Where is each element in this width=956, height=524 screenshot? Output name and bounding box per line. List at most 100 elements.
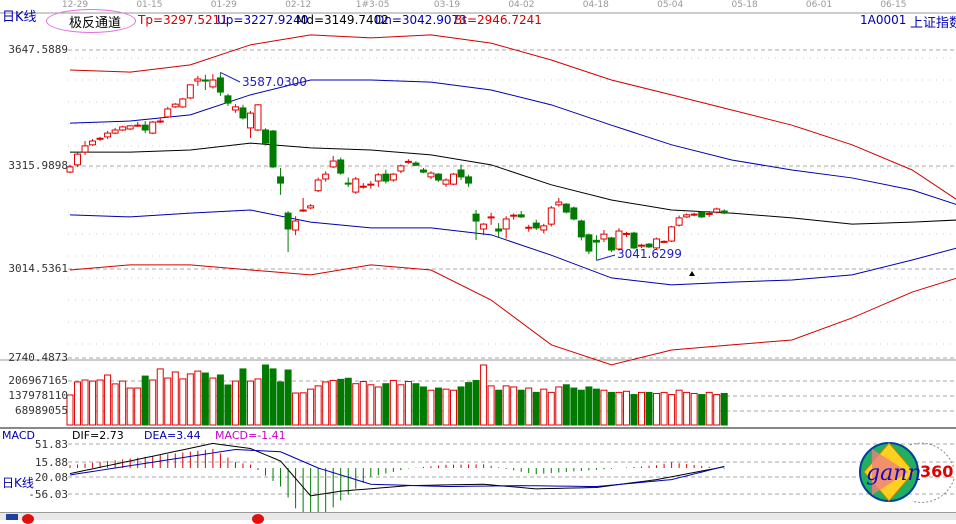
volume-bar [201, 372, 209, 426]
candle-body [562, 203, 570, 213]
macd-tick-label: -56.03 [28, 488, 68, 501]
record-icon[interactable] [22, 514, 34, 524]
x-tick-label: 02-12 [285, 0, 312, 10]
indicator-name: 极反通道 [69, 16, 122, 31]
volume-bar [246, 380, 254, 426]
volume-bar [119, 380, 127, 426]
volume-bar [254, 378, 262, 426]
dif-line [69, 442, 725, 497]
macd-value: MACD=-1.41 [215, 429, 286, 442]
indicator-ellipse[interactable] [46, 9, 136, 33]
candle-body [201, 79, 209, 82]
volume-bar [720, 392, 728, 426]
volume-bar [292, 392, 300, 426]
x-tick-label: 06-01 [805, 0, 833, 10]
candle-body [532, 222, 540, 229]
volume-bar [465, 382, 473, 426]
candle-body [382, 173, 390, 182]
volume-tick-label: 206967165 [8, 374, 68, 387]
candle-body [517, 214, 525, 218]
volume-bar [389, 379, 397, 426]
candle-body [450, 173, 458, 185]
candle-body [239, 107, 247, 119]
volume-bar [134, 387, 142, 426]
volume-bar [660, 391, 668, 426]
volume-bar [668, 394, 676, 426]
volume-bar [630, 394, 638, 426]
high-annotation: 3587.0300 [242, 75, 307, 89]
x-tick-label: 05-18 [731, 0, 758, 10]
candle-body [720, 210, 728, 214]
volume-bar [359, 381, 367, 426]
candle-body [277, 176, 285, 184]
candle-body [487, 216, 495, 219]
volume-bar [404, 381, 412, 426]
volume-bar [600, 389, 608, 426]
volume-bar [585, 386, 593, 426]
logo-text-gann: gann [866, 461, 922, 486]
volume-bar [645, 391, 653, 426]
x-tick-label: 03-19 [433, 0, 461, 10]
candle-body [397, 165, 405, 172]
channel-line-tp [69, 34, 956, 200]
candle-body [607, 237, 615, 251]
candle-body [540, 225, 548, 231]
candle-body [404, 160, 412, 163]
volume-bar [314, 385, 322, 426]
bottom-period-label[interactable]: 日K线 [2, 474, 34, 491]
candle-body [89, 140, 97, 146]
candle-body [457, 169, 465, 178]
volume-bar [450, 389, 458, 426]
macd-label[interactable]: MACD [2, 429, 35, 442]
candle-body [683, 214, 691, 218]
candle-body [638, 244, 646, 247]
volume-bar [322, 381, 330, 426]
candle-body [299, 209, 307, 212]
candle-body [156, 120, 164, 123]
candle-body [322, 173, 330, 180]
y-tick-label: 3014.5361 [8, 262, 68, 275]
candle-body [307, 205, 315, 209]
candle-body [194, 78, 202, 82]
candle-body [269, 130, 277, 168]
symbol-code: 1A0001 [860, 13, 907, 27]
x-tick-label: 01-29 [210, 0, 237, 10]
volume-bar [555, 386, 563, 426]
marker-triangle-icon [689, 271, 695, 276]
volume-bar [434, 387, 442, 426]
channel-line-bt [69, 264, 956, 366]
volume-bar [502, 385, 510, 426]
candle-body [134, 124, 142, 127]
candle-body [389, 173, 397, 181]
candle-body [690, 213, 698, 216]
volume-bar [239, 368, 247, 426]
candle-body [164, 108, 172, 118]
volume-bar [607, 391, 615, 426]
candle-body [547, 207, 555, 225]
candle-body [555, 201, 563, 206]
dea-line [69, 448, 725, 488]
period-label[interactable]: 日K线 [2, 10, 37, 25]
volume-bar [126, 387, 134, 426]
candle-body [412, 162, 420, 166]
up-value: Up=3227.9240 [217, 13, 309, 27]
volume-bar [74, 381, 82, 426]
volume-bar [525, 387, 533, 426]
candle-body [645, 243, 653, 248]
candle-body [66, 166, 74, 173]
channel-line-md [70, 142, 956, 225]
x-tick-label: 05-04 [657, 0, 684, 10]
volume-bar [96, 379, 104, 426]
volume-bar [472, 379, 480, 426]
record-icon[interactable] [252, 514, 264, 524]
volume-bar [307, 388, 315, 426]
candle-body [577, 220, 585, 238]
candle-body [149, 121, 157, 134]
gann360-logo: gann 360 [858, 439, 956, 505]
candle-body [119, 126, 127, 131]
toolbar-icon[interactable] [6, 514, 18, 520]
candle-body [337, 159, 345, 174]
candle-body [525, 226, 533, 229]
volume-bar [352, 383, 360, 426]
